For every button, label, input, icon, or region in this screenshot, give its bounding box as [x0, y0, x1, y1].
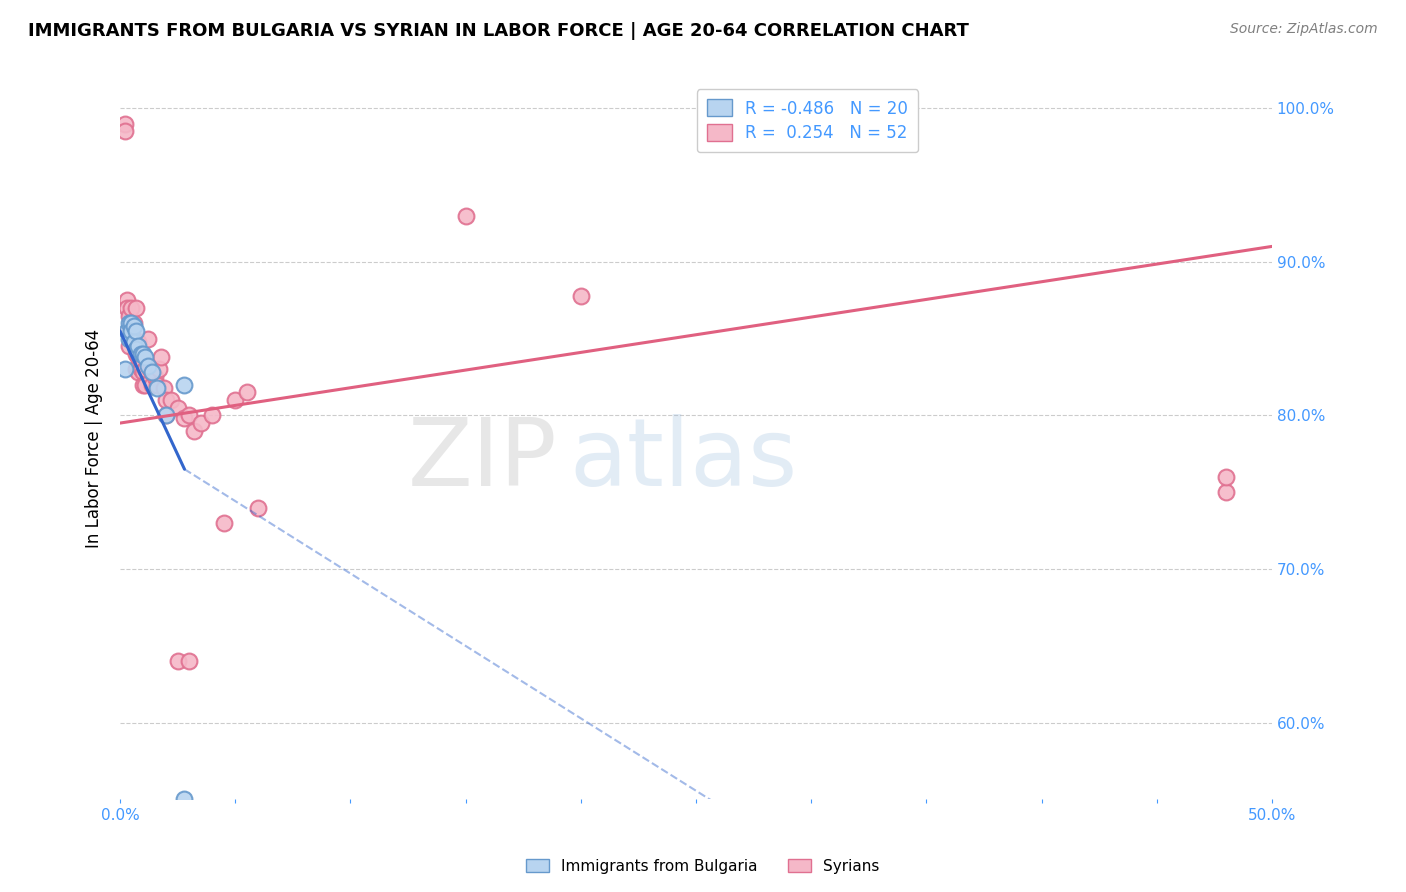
Point [155, 409, 177, 423]
Point [114, 362, 136, 376]
Point [141, 365, 163, 379]
Legend: R = -0.486   N = 20, R =  0.254   N = 52: R = -0.486 N = 20, R = 0.254 N = 52 [697, 89, 918, 153]
Point [125, 343, 148, 357]
Point [155, 409, 177, 423]
Text: ZIP: ZIP [408, 414, 558, 506]
Point [118, 316, 141, 330]
Point [134, 362, 156, 376]
Point [143, 370, 166, 384]
Point [115, 293, 138, 308]
Point [136, 332, 159, 346]
Text: IMMIGRANTS FROM BULGARIA VS SYRIAN IN LABOR FORCE | AGE 20-64 CORRELATION CHART: IMMIGRANTS FROM BULGARIA VS SYRIAN IN LA… [28, 22, 969, 40]
Point [132, 354, 155, 368]
Point [146, 381, 169, 395]
Point [127, 334, 149, 349]
Point [129, 347, 152, 361]
Point [121, 316, 143, 330]
Point [148, 362, 170, 376]
Point [132, 365, 155, 379]
Point [173, 411, 195, 425]
Point [155, 392, 177, 407]
Point [454, 209, 477, 223]
Point [114, 124, 136, 138]
Point [1215, 485, 1237, 500]
Point [173, 792, 195, 806]
Point [569, 288, 592, 302]
Point [177, 654, 200, 668]
Point [136, 359, 159, 374]
Point [139, 362, 162, 376]
Text: Source: ZipAtlas.com: Source: ZipAtlas.com [1230, 22, 1378, 37]
Point [115, 324, 138, 338]
Point [121, 301, 143, 315]
Point [247, 500, 270, 515]
Point [125, 301, 148, 315]
Point [121, 324, 143, 338]
Point [146, 377, 169, 392]
Point [127, 339, 149, 353]
Point [132, 347, 155, 361]
Point [224, 392, 246, 407]
Point [212, 516, 235, 530]
Point [201, 409, 224, 423]
Point [134, 350, 156, 364]
Text: atlas: atlas [569, 414, 797, 506]
Point [122, 316, 145, 330]
Point [152, 381, 174, 395]
Point [118, 332, 141, 346]
Point [1215, 470, 1237, 484]
Point [122, 332, 145, 346]
Point [141, 377, 163, 392]
Point [127, 365, 149, 379]
Legend: Immigrants from Bulgaria, Syrians: Immigrants from Bulgaria, Syrians [520, 853, 886, 880]
Point [118, 324, 141, 338]
Point [122, 319, 145, 334]
Point [150, 350, 173, 364]
Point [125, 347, 148, 361]
Point [134, 377, 156, 392]
Point [125, 324, 148, 338]
Point [114, 116, 136, 130]
Point [115, 301, 138, 315]
Point [183, 424, 205, 438]
Point [125, 362, 148, 376]
Point [129, 347, 152, 361]
Point [190, 416, 212, 430]
Point [121, 332, 143, 346]
Point [127, 350, 149, 364]
Point [118, 339, 141, 353]
Point [122, 334, 145, 349]
Y-axis label: In Labor Force | Age 20-64: In Labor Force | Age 20-64 [86, 329, 103, 548]
Point [118, 309, 141, 323]
Point [121, 316, 143, 330]
Point [177, 409, 200, 423]
Point [132, 377, 155, 392]
Point [129, 362, 152, 376]
Point [173, 377, 195, 392]
Point [159, 392, 181, 407]
Point [235, 385, 257, 400]
Point [166, 401, 188, 415]
Point [166, 654, 188, 668]
